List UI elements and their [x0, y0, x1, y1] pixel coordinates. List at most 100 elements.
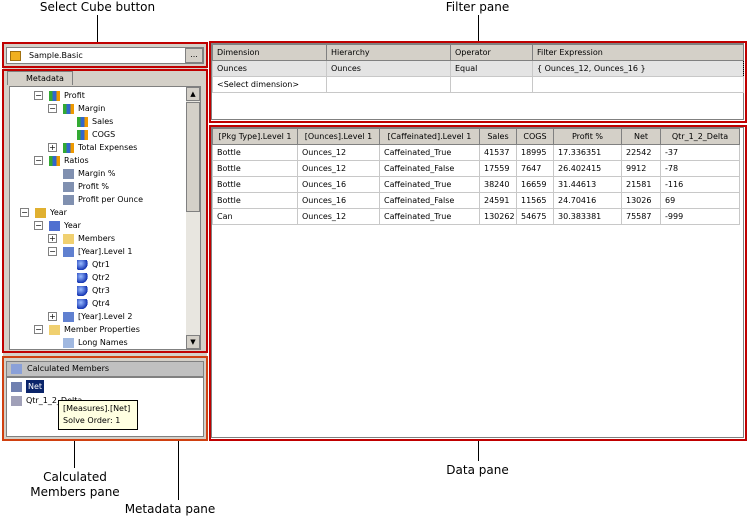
callout-metadata-pane: Metadata pane	[124, 502, 216, 516]
callout-line	[478, 441, 479, 461]
select-cube-field[interactable]: Sample.Basic ...	[6, 47, 204, 64]
tree-scrollbar[interactable]: ▲ ▼	[186, 87, 200, 349]
tree-item-label: Member Properties	[64, 325, 140, 334]
folder-icon	[63, 233, 74, 244]
collapse-icon[interactable]: −	[34, 156, 43, 165]
tree-item[interactable]: − Year	[20, 206, 67, 219]
collapse-icon[interactable]: −	[20, 208, 29, 217]
calc-member-item[interactable]: Qtr_1_2_Delta	[11, 394, 82, 407]
table-row[interactable]: <Select dimension>	[212, 76, 744, 93]
tree-item[interactable]: Qtr2	[62, 271, 110, 284]
tree-item-label: Long Names	[78, 338, 128, 347]
collapse-icon[interactable]: −	[34, 325, 43, 334]
tree-item[interactable]: Long Names	[48, 336, 128, 349]
tree-item-label: Total Expenses	[78, 143, 138, 152]
tree-item[interactable]: + Total Expenses	[48, 141, 137, 154]
collapse-icon[interactable]: −	[34, 91, 43, 100]
tree-item[interactable]: − Ratios	[34, 154, 89, 167]
data-grid[interactable]: [Pkg Type].Level 1 [Ounces].Level 1 [Caffe…	[211, 127, 744, 438]
tree-item[interactable]: − Profit	[34, 89, 85, 102]
column-header[interactable]: Hierarchy	[326, 44, 451, 61]
scroll-thumb[interactable]	[186, 102, 200, 212]
calc-measure-icon	[63, 168, 74, 179]
collapse-icon[interactable]: −	[48, 104, 57, 113]
measure-icon	[49, 90, 60, 101]
calc-members-title: Calculated Members	[27, 364, 110, 373]
tree-item-label: Qtr4	[92, 299, 110, 308]
expand-icon[interactable]: +	[48, 312, 57, 321]
table-row[interactable]: Can Ounces_12 Caffeinated_True 130262 54675 3…	[212, 208, 740, 225]
table-cell[interactable]	[532, 76, 744, 93]
tree-item[interactable]: Profit %	[48, 180, 109, 193]
filter-grid[interactable]: Dimension Hierarchy Operator Filter Express…	[211, 43, 744, 120]
scroll-up-icon[interactable]: ▲	[186, 87, 200, 101]
table-row[interactable]: Bottle Ounces_16 Caffeinated_False 24591 115…	[212, 192, 740, 209]
tree-item[interactable]: COGS	[62, 128, 115, 141]
member-icon	[77, 272, 88, 283]
table-cell[interactable]: Equal	[450, 60, 533, 77]
tree-item-label: Ratios	[64, 156, 89, 165]
cube-icon	[10, 50, 21, 61]
tab-metadata[interactable]: Metadata	[7, 71, 73, 85]
tooltip-line: [Measures].[Net]	[63, 404, 131, 413]
callout-select-cube: Select Cube button	[39, 0, 156, 14]
tree-item[interactable]: − Margin	[48, 102, 105, 115]
tree-item[interactable]: + [Year].Level 2	[48, 310, 132, 323]
calc-measure-icon	[11, 395, 22, 406]
tree-item-label: Profit per Ounce	[78, 195, 143, 204]
calc-members-outline	[2, 356, 208, 441]
expand-icon[interactable]: +	[48, 143, 57, 152]
folder-icon	[49, 324, 60, 335]
tree-item[interactable]: Sales	[62, 115, 113, 128]
tree-item[interactable]: Margin %	[48, 167, 115, 180]
calc-member-label: Net	[26, 380, 45, 393]
tree-item-label: Qtr3	[92, 286, 110, 295]
tree-item-label: Qtr1	[92, 260, 110, 269]
tooltip: [Measures].[Net] Solve Order: 1	[58, 400, 138, 430]
measure-icon	[63, 103, 74, 114]
metadata-tree[interactable]: ▲ ▼ − Profit − Margin Sales COGS + Total Expens…	[9, 86, 201, 350]
tree-item-label: Year	[64, 221, 81, 230]
level-icon	[63, 246, 74, 257]
tree-item[interactable]: Profit per Ounce	[48, 193, 143, 206]
measure-icon	[77, 129, 88, 140]
metadata-pane-outline	[2, 69, 208, 353]
select-cube-button[interactable]: ...	[185, 48, 203, 63]
tree-item-label: Margin	[78, 104, 106, 113]
callout-data-pane: Data pane	[446, 463, 509, 477]
callout-line	[478, 15, 479, 41]
property-icon	[63, 337, 74, 348]
collapse-icon[interactable]: −	[34, 221, 43, 230]
column-header[interactable]: Qtr_1_2_Delta	[660, 128, 740, 145]
metadata-tab-label: Metadata	[26, 74, 64, 83]
tree-item[interactable]: + Members	[48, 232, 115, 245]
select-cube-outline	[2, 42, 208, 68]
tree-item-label: Year	[50, 208, 67, 217]
column-header[interactable]: [Pkg Type].Level 1	[212, 128, 298, 145]
column-header[interactable]: Filter Expression	[532, 44, 744, 61]
tree-item[interactable]: − Member Properties	[34, 323, 140, 336]
callout-line	[74, 441, 75, 468]
calc-member-item[interactable]: Net	[11, 380, 45, 393]
table-row[interactable]: Ounces Ounces Equal{ Ounces_12, Ounces_16 …	[212, 60, 744, 77]
cube-name: Sample.Basic	[29, 51, 83, 60]
tree-item[interactable]: Qtr3	[62, 284, 110, 297]
tree-item[interactable]: − Year	[34, 219, 81, 232]
table-row[interactable]: Bottle Ounces_16 Caffeinated_True 38240 1665…	[212, 176, 740, 193]
tree-item[interactable]: − [Year].Level 1	[48, 245, 132, 258]
table-cell[interactable]: Ounces	[326, 60, 451, 77]
member-icon	[77, 259, 88, 270]
measure-icon	[49, 155, 60, 166]
tree-item[interactable]: Qtr1	[62, 258, 110, 271]
calculator-icon	[11, 364, 22, 374]
tree-item-label: Profit %	[78, 182, 110, 191]
table-cell[interactable]: -999	[660, 208, 740, 225]
table-cell[interactable]: { Ounces_12, Ounces_16 }	[532, 60, 744, 77]
collapse-icon[interactable]: −	[48, 247, 57, 256]
tree-item[interactable]: Qtr4	[62, 297, 110, 310]
expand-icon[interactable]: +	[48, 234, 57, 243]
tree-item-label: [Year].Level 2	[78, 312, 133, 321]
scroll-down-icon[interactable]: ▼	[186, 335, 200, 349]
column-header[interactable]: Operator	[450, 44, 533, 61]
tree-item-label: Margin %	[78, 169, 116, 178]
